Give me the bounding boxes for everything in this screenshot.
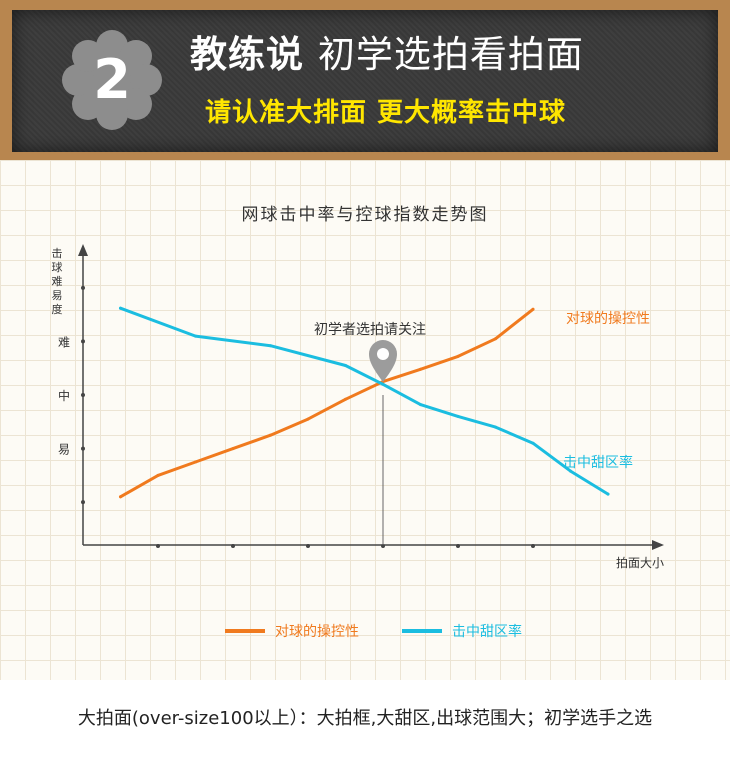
series-1-point [231, 447, 235, 451]
series-1-point [306, 417, 310, 421]
x-tick-mark [306, 544, 310, 548]
series-label-1: 对球的操控性 [566, 311, 650, 327]
series-1-point [531, 307, 535, 311]
y-axis-arrow [78, 244, 88, 256]
step-badge: 2 [62, 30, 162, 130]
y-ticks [81, 285, 85, 505]
legend-label-1: 对球的操控性 [275, 624, 359, 640]
x-axis-label: 拍面大小 [616, 555, 664, 570]
series-2-point [569, 469, 572, 473]
y-tick-mark [81, 446, 85, 451]
header-banner: 2 教练说 初学选拍看拍面 请认准大排面 更大概率击中球 [0, 0, 730, 160]
y-tick-mark [81, 285, 85, 290]
y-tick-mark [81, 500, 85, 505]
series-2-point [494, 425, 497, 429]
series-label-2: 击中甜区率 [563, 454, 633, 471]
x-tick-mark [156, 544, 160, 548]
badge-number: 2 [93, 48, 131, 111]
page-subtitle: 请认准大排面 更大概率击中球 [205, 98, 567, 128]
series-1-point [419, 367, 422, 371]
annotation-text: 初学者选拍请关注 [314, 321, 426, 338]
series-2-point [119, 306, 122, 310]
series-1-point [494, 337, 497, 341]
y-tick-mark [81, 393, 85, 397]
y-tick-label: 易 [58, 443, 70, 457]
series-2-point [456, 414, 460, 418]
series-layer [119, 306, 610, 499]
chart-area: 网球击中率与控球指数走势图 击球难易度 拍面大小 难中易 初学者选拍请关注 对球… [0, 160, 730, 680]
location-pin-icon [369, 340, 397, 382]
y-axis-label-char: 度 [52, 302, 63, 316]
y-axis-label-char: 难 [52, 275, 63, 288]
x-tick-mark [231, 544, 235, 548]
y-axis-label-char: 球 [52, 260, 63, 274]
y-axis-label: 击球难易度 [52, 247, 63, 316]
page-title: 教练说 初学选拍看拍面 [190, 32, 584, 78]
chart-axes [78, 244, 664, 550]
cloud-shape [62, 30, 162, 130]
caption-text: 大拍面(over-size100以上）：大拍框,大甜区,出球范围大；初学选手之选 [77, 708, 653, 729]
series-line-1 [119, 307, 535, 499]
x-tick-mark [531, 544, 535, 548]
series-2-point [269, 344, 272, 348]
trend-chart: 网球击中率与控球指数走势图 击球难易度 拍面大小 难中易 初学者选拍请关注 对球… [52, 205, 665, 640]
series-2-point [344, 364, 347, 368]
series-1-point [456, 354, 460, 358]
chart-legend: 对球的操控性 击中甜区率 [225, 623, 522, 640]
series-2-point [419, 403, 422, 407]
x-tick-mark [456, 544, 460, 548]
legend-label-2: 击中甜区率 [452, 623, 522, 640]
title-rest: 初学选拍看拍面 [317, 33, 584, 76]
chalkboard [12, 10, 718, 152]
series-1-point [119, 495, 122, 499]
series-1-point [156, 473, 160, 477]
series-1-point [194, 460, 197, 464]
series-1-point [344, 397, 347, 401]
y-tick-mark [81, 339, 85, 344]
y-axis-label-char: 击 [52, 247, 63, 260]
series-2-point [606, 492, 610, 496]
y-tick-label: 中 [58, 388, 70, 403]
y-axis-label-char: 易 [52, 289, 63, 302]
series-2-point [194, 334, 197, 338]
x-axis-arrow [652, 540, 664, 550]
y-tick-labels: 难中易 [58, 335, 70, 456]
title-bold: 教练说 [190, 33, 304, 76]
series-1-point [269, 433, 272, 437]
y-tick-label: 难 [58, 335, 70, 349]
series-2-point [531, 441, 535, 445]
x-tick-mark [381, 544, 385, 548]
series-2-point [381, 382, 385, 386]
chart-title: 网球击中率与控球指数走势图 [242, 205, 489, 225]
x-ticks [156, 544, 535, 548]
